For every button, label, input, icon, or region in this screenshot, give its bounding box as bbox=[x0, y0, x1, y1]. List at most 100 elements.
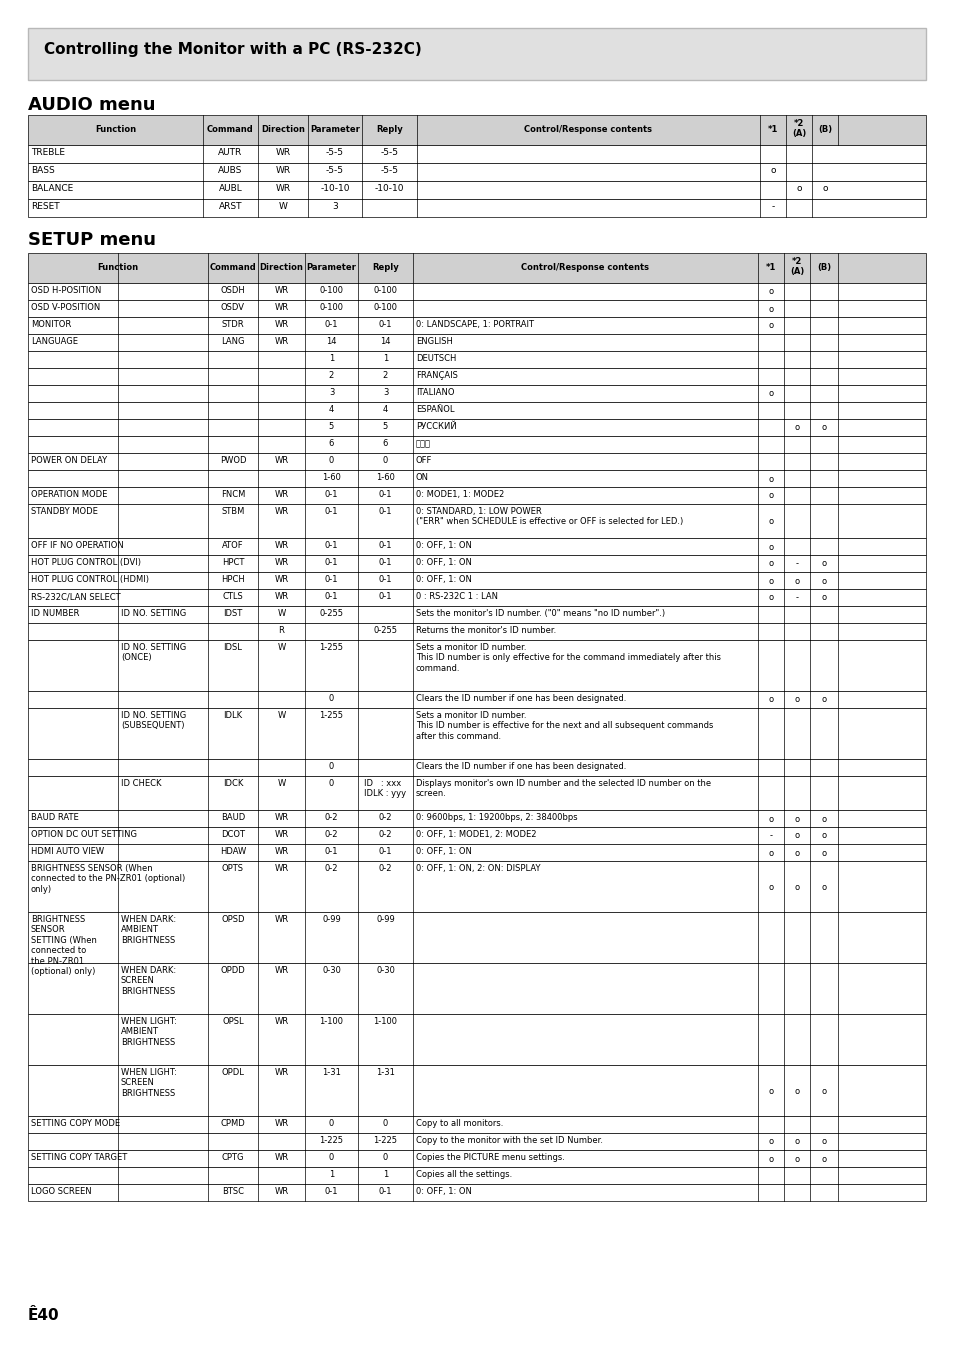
Text: 0-1: 0-1 bbox=[324, 1187, 338, 1196]
Text: o: o bbox=[821, 1087, 825, 1095]
Text: 0: LANDSCAPE, 1: PORTRAIT: 0: LANDSCAPE, 1: PORTRAIT bbox=[416, 320, 534, 329]
Text: o: o bbox=[767, 849, 773, 857]
Bar bbox=[28, 1150, 925, 1166]
Text: CPTG: CPTG bbox=[221, 1153, 244, 1162]
Text: POWER ON DELAY: POWER ON DELAY bbox=[30, 456, 107, 464]
Text: 0: OFF, 1: ON: 0: OFF, 1: ON bbox=[416, 558, 472, 567]
Text: TREBLE: TREBLE bbox=[30, 148, 65, 157]
Text: OSDV: OSDV bbox=[221, 302, 245, 312]
Text: o: o bbox=[794, 1154, 799, 1164]
Text: Command: Command bbox=[210, 263, 256, 271]
Text: FNCM: FNCM bbox=[220, 490, 245, 500]
Text: *2: *2 bbox=[791, 256, 801, 266]
Text: -5-5: -5-5 bbox=[380, 148, 398, 157]
Text: WR: WR bbox=[274, 915, 288, 923]
Text: ARST: ARST bbox=[218, 202, 242, 211]
Text: 0-1: 0-1 bbox=[378, 541, 392, 549]
Text: OPSL: OPSL bbox=[222, 1017, 244, 1026]
Text: o: o bbox=[767, 390, 773, 398]
Text: (B): (B) bbox=[816, 263, 830, 271]
Text: IDCK: IDCK bbox=[223, 779, 243, 788]
Text: -: - bbox=[795, 594, 798, 602]
Text: 3: 3 bbox=[382, 387, 388, 397]
Text: 0-99: 0-99 bbox=[322, 915, 340, 923]
Text: Copies the PICTURE menu settings.: Copies the PICTURE menu settings. bbox=[416, 1153, 564, 1162]
Text: HPCT: HPCT bbox=[222, 558, 244, 567]
Bar bbox=[28, 252, 925, 284]
Text: o: o bbox=[794, 849, 799, 857]
Text: o: o bbox=[794, 814, 799, 824]
Text: 0-1: 0-1 bbox=[378, 558, 392, 567]
Bar bbox=[28, 163, 925, 181]
Text: 0-1: 0-1 bbox=[378, 320, 392, 329]
Text: 0: 0 bbox=[382, 1153, 388, 1162]
Text: 0: 0 bbox=[329, 761, 334, 771]
Bar bbox=[28, 606, 925, 622]
Text: 6: 6 bbox=[329, 439, 334, 448]
Text: o: o bbox=[821, 695, 825, 705]
Text: 日本語: 日本語 bbox=[416, 439, 431, 448]
Text: LOGO SCREEN: LOGO SCREEN bbox=[30, 1187, 91, 1196]
Text: 0-100: 0-100 bbox=[374, 286, 397, 296]
Text: R: R bbox=[278, 626, 284, 634]
Text: ATOF: ATOF bbox=[222, 541, 244, 549]
Text: WR: WR bbox=[274, 575, 288, 585]
Text: 0: OFF, 1: ON: 0: OFF, 1: ON bbox=[416, 1187, 472, 1196]
Text: Sets a monitor ID number.
This ID number is only effective for the command immed: Sets a monitor ID number. This ID number… bbox=[416, 643, 720, 672]
Text: WR: WR bbox=[274, 541, 288, 549]
Text: SETUP menu: SETUP menu bbox=[28, 231, 156, 248]
Text: o: o bbox=[767, 695, 773, 705]
Text: o: o bbox=[767, 491, 773, 501]
Text: WR: WR bbox=[274, 320, 288, 329]
Text: 0-100: 0-100 bbox=[319, 302, 343, 312]
Text: 0-1: 0-1 bbox=[378, 508, 392, 516]
Text: 0: OFF, 1: MODE1, 2: MODE2: 0: OFF, 1: MODE1, 2: MODE2 bbox=[416, 830, 536, 838]
Bar bbox=[28, 913, 925, 963]
Text: Control/Response contents: Control/Response contents bbox=[521, 263, 649, 271]
Text: WHEN DARK:
AMBIENT
BRIGHTNESS: WHEN DARK: AMBIENT BRIGHTNESS bbox=[121, 915, 176, 945]
Bar bbox=[28, 454, 925, 470]
Text: 1-60: 1-60 bbox=[322, 472, 340, 482]
Text: -: - bbox=[795, 559, 798, 568]
Text: 5: 5 bbox=[382, 423, 388, 431]
Text: Reply: Reply bbox=[375, 126, 402, 134]
Text: STDR: STDR bbox=[221, 320, 244, 329]
Text: o: o bbox=[767, 883, 773, 891]
Text: o: o bbox=[794, 832, 799, 841]
Text: 3: 3 bbox=[332, 202, 337, 211]
Bar bbox=[28, 402, 925, 418]
Text: 0: 0 bbox=[382, 1119, 388, 1129]
Text: 0-100: 0-100 bbox=[319, 286, 343, 296]
Text: -5-5: -5-5 bbox=[326, 148, 344, 157]
Text: 0-1: 0-1 bbox=[324, 490, 338, 500]
Text: WR: WR bbox=[275, 166, 291, 176]
Text: Copies all the settings.: Copies all the settings. bbox=[416, 1170, 512, 1179]
Text: o: o bbox=[821, 424, 825, 432]
Bar bbox=[28, 539, 925, 555]
Text: o: o bbox=[767, 814, 773, 824]
Text: o: o bbox=[767, 543, 773, 552]
Bar bbox=[28, 300, 925, 317]
Text: o: o bbox=[767, 594, 773, 602]
Bar bbox=[28, 487, 925, 504]
Bar bbox=[28, 1065, 925, 1116]
Text: RESET: RESET bbox=[30, 202, 59, 211]
Text: AUBL: AUBL bbox=[218, 184, 242, 193]
Text: Parameter: Parameter bbox=[306, 263, 356, 271]
Text: WR: WR bbox=[275, 184, 291, 193]
Text: SETTING COPY MODE: SETTING COPY MODE bbox=[30, 1119, 120, 1129]
Text: WR: WR bbox=[274, 1153, 288, 1162]
Text: 1-225: 1-225 bbox=[374, 1135, 397, 1145]
Text: OPTS: OPTS bbox=[222, 864, 244, 873]
Text: ESPAÑOL: ESPAÑOL bbox=[416, 405, 454, 414]
Text: o: o bbox=[821, 1138, 825, 1146]
Bar bbox=[28, 351, 925, 369]
Text: 0-2: 0-2 bbox=[378, 864, 392, 873]
Text: Copy to the monitor with the set ID Number.: Copy to the monitor with the set ID Numb… bbox=[416, 1135, 602, 1145]
Bar bbox=[28, 555, 925, 572]
Text: 0: 0 bbox=[329, 694, 334, 703]
Text: ID NO. SETTING
(ONCE): ID NO. SETTING (ONCE) bbox=[121, 643, 186, 663]
Text: 0-2: 0-2 bbox=[324, 813, 338, 822]
Text: LANG: LANG bbox=[221, 338, 245, 346]
Text: W: W bbox=[278, 202, 287, 211]
